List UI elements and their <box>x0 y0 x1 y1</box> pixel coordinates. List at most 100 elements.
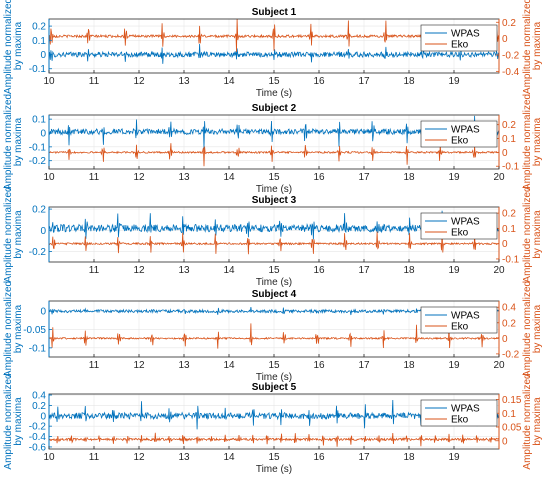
x-tick-label: 13 <box>178 76 190 87</box>
x-tick-label: 14 <box>223 76 235 87</box>
y-left-axis-label-line: Amplitude normalized <box>3 94 14 190</box>
y-right-tick-label: 0.1 <box>502 134 516 145</box>
y-right-tick-label: 0.2 <box>502 18 516 29</box>
legend-box <box>420 212 498 240</box>
x-tick-label: 15 <box>268 265 280 276</box>
x-tick-label: 20 <box>493 360 505 371</box>
x-tick-label: 10 <box>43 452 55 463</box>
y-right-axis-label-line: Amplitude normalized <box>522 94 533 190</box>
y-right-tick-label: 0.05 <box>502 423 522 434</box>
y-right-tick-label: 0 <box>502 148 508 159</box>
y-left-tick-label: -0.1 <box>29 343 47 354</box>
y-left-tick-label: 0.2 <box>32 22 46 33</box>
y-right-axis-label-line: Amplitude normalized <box>522 281 533 377</box>
x-tick-label: 20 <box>493 172 505 183</box>
x-tick-label: 11 <box>89 172 100 183</box>
y-right-tick-label: 0.2 <box>502 120 516 131</box>
y-left-axis-label: Amplitude normalizedby maxima <box>3 373 24 469</box>
series-eko-line <box>49 230 499 255</box>
subplot-title: Subject 3 <box>252 195 297 206</box>
x-tick-label: 14 <box>223 452 235 463</box>
x-tick-label: 17 <box>358 265 370 276</box>
y-right-tick-label: 0 <box>502 239 508 250</box>
y-left-tick-label: -0.1 <box>29 64 47 75</box>
subplot-3: 11 12 13 14 15 16 17 18 19 20 -0.2 0 0.2 -0.1 0 0.1 0.2 S… <box>3 186 543 288</box>
y-right-axis-label: Amplitude normalizedby maxima <box>522 186 543 282</box>
y-right-tick-label: 0.1 <box>502 409 516 420</box>
x-axis-label: Time (s) <box>256 372 292 383</box>
series-eko-line <box>49 323 499 349</box>
legend-entry: Eko <box>451 322 469 333</box>
legend-box <box>420 24 498 52</box>
y-left-axis-label-line: by maxima <box>13 210 24 259</box>
y-left-axis-label-line: Amplitude normalized <box>3 281 14 377</box>
y-left-tick-label: 0.2 <box>32 205 46 216</box>
y-left-tick-label: 0.1 <box>32 36 46 47</box>
x-tick-label: 20 <box>493 265 505 276</box>
y-right-tick-label: 0.2 <box>502 209 516 220</box>
legend-entry: WPAS <box>451 404 480 415</box>
y-right-tick-label: 0 <box>502 34 508 45</box>
y-right-axis-label: Amplitude normalizedby maxima <box>522 94 543 190</box>
x-tick-label: 14 <box>223 172 235 183</box>
y-right-tick-label: 0.4 <box>502 303 516 314</box>
series-eko-line <box>49 143 499 167</box>
legend-entry: Eko <box>451 136 469 147</box>
legend-box <box>420 120 498 148</box>
y-right-axis-label: Amplitude normalizedby maxima <box>522 0 543 94</box>
y-right-axis-label-line: by maxima <box>532 397 543 446</box>
legend-entry: Eko <box>451 228 469 239</box>
y-left-tick-label: -0.2 <box>29 247 47 258</box>
y-right-tick-label: -0.2 <box>502 349 520 360</box>
y-right-axis-label-line: by maxima <box>532 304 543 353</box>
x-tick-label: 14 <box>223 360 235 371</box>
x-tick-label: 12 <box>133 265 145 276</box>
x-tick-label: 16 <box>313 265 325 276</box>
x-tick-label: 15 <box>268 360 280 371</box>
legend-box <box>420 306 498 334</box>
legend-entry: Eko <box>451 415 469 426</box>
x-tick-label: 18 <box>403 452 415 463</box>
legend-entry: WPAS <box>451 217 480 228</box>
y-left-tick-label: -0.1 <box>29 142 47 153</box>
y-right-axis-label-line: by maxima <box>532 117 543 166</box>
x-tick-label: 12 <box>133 452 145 463</box>
subplot-title: Subject 5 <box>252 382 297 393</box>
subplot-title: Subject 2 <box>252 103 297 114</box>
y-left-tick-label: 0 <box>40 129 46 140</box>
x-tick-label: 18 <box>403 360 415 371</box>
legend-entry: WPAS <box>451 29 480 40</box>
y-left-axis-label-line: Amplitude normalized <box>3 373 14 469</box>
y-left-tick-label: 0.4 <box>32 391 46 402</box>
x-tick-label: 17 <box>358 172 370 183</box>
subplot-5: 10 11 12 13 14 15 16 17 18 19-0.6-0.4-0.200.20.40… <box>3 373 543 475</box>
x-tick-label: 15 <box>268 172 280 183</box>
y-right-tick-label: 0.1 <box>502 224 516 235</box>
y-right-tick-label: 0.15 <box>502 395 522 406</box>
y-left-tick-label: -0.6 <box>29 442 47 453</box>
y-left-axis-label-line: by maxima <box>13 304 24 353</box>
x-tick-label: 12 <box>133 76 145 87</box>
x-tick-label: 16 <box>313 172 325 183</box>
y-right-tick-label: -0.4 <box>502 67 520 78</box>
y-left-axis-label: Amplitude normalizedby maxima <box>3 186 24 282</box>
legend-entry: Eko <box>451 40 469 51</box>
y-left-axis-label-line: Amplitude normalized <box>3 186 14 282</box>
y-right-axis-label: Amplitude normalizedby maxima <box>522 373 543 469</box>
x-tick-label: 19 <box>448 76 460 87</box>
y-right-axis-label-line: by maxima <box>532 210 543 259</box>
x-axis-label: Time (s) <box>256 464 292 475</box>
x-tick-label: 10 <box>43 76 55 87</box>
y-left-tick-label: -0.4 <box>29 432 47 443</box>
x-axis-label: Time (s) <box>256 277 292 288</box>
x-tick-label: 13 <box>178 265 190 276</box>
x-tick-label: 19 <box>448 172 460 183</box>
legend-entry: WPAS <box>451 125 480 136</box>
y-left-axis-label-line: by maxima <box>13 21 24 70</box>
x-tick-label: 19 <box>448 265 460 276</box>
